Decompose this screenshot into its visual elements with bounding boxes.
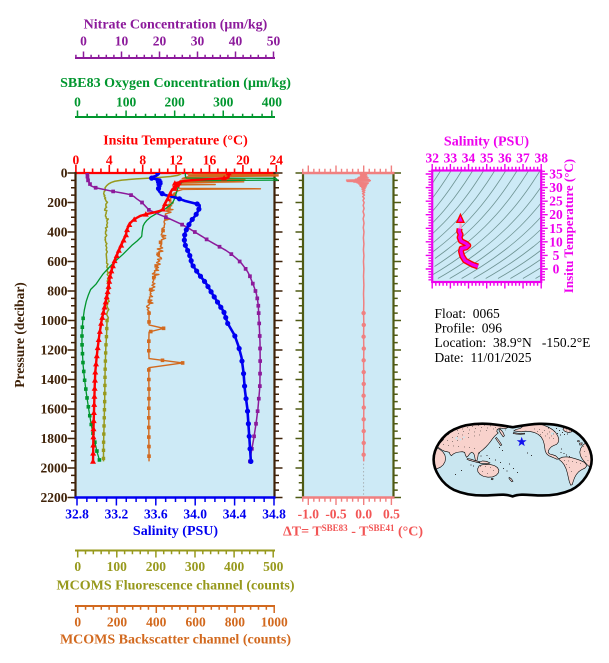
svg-text:24: 24 — [270, 153, 284, 168]
svg-text:37: 37 — [516, 151, 530, 166]
svg-text:Date: 11/01/2025: Date: 11/01/2025 — [435, 350, 532, 365]
svg-text:36: 36 — [498, 151, 512, 166]
svg-text:Nitrate Concentration (μm/kg): Nitrate Concentration (μm/kg) — [84, 18, 268, 33]
svg-text:ΔT= TSBE83 - TSBE41 (°C): ΔT= TSBE83 - TSBE41 (°C) — [283, 523, 423, 540]
svg-text:Salinity (PSU): Salinity (PSU) — [133, 524, 219, 539]
svg-text:32: 32 — [425, 151, 439, 166]
svg-text:35: 35 — [549, 167, 563, 182]
svg-text:0: 0 — [74, 615, 81, 630]
svg-text:33.2: 33.2 — [105, 507, 129, 522]
svg-text:0: 0 — [73, 153, 80, 168]
svg-text:Float: 0065: Float: 0065 — [435, 306, 501, 321]
svg-text:34: 34 — [462, 151, 476, 166]
svg-text:34.8: 34.8 — [262, 507, 286, 522]
svg-text:200: 200 — [47, 195, 68, 210]
svg-text:1400: 1400 — [41, 372, 68, 387]
svg-text:800: 800 — [225, 615, 246, 630]
svg-text:4: 4 — [106, 153, 113, 168]
svg-text:0: 0 — [74, 95, 81, 110]
svg-text:200: 200 — [165, 95, 186, 110]
svg-text:Profile: 096: Profile: 096 — [435, 321, 503, 336]
svg-text:30: 30 — [549, 180, 563, 195]
svg-text:25: 25 — [549, 194, 563, 209]
svg-text:1800: 1800 — [41, 431, 68, 446]
svg-text:0: 0 — [61, 166, 68, 181]
svg-text:Insitu Temperature (°C): Insitu Temperature (°C) — [561, 159, 576, 293]
svg-text:33.6: 33.6 — [144, 507, 168, 522]
svg-text:34.0: 34.0 — [183, 507, 207, 522]
svg-text:400: 400 — [47, 225, 68, 240]
svg-text:15: 15 — [549, 221, 563, 236]
svg-text:20: 20 — [153, 34, 167, 49]
svg-text:300: 300 — [213, 95, 234, 110]
svg-text:-1.0: -1.0 — [298, 507, 320, 522]
svg-text:2200: 2200 — [41, 490, 68, 505]
svg-text:MCOMS Fluorescence channel (co: MCOMS Fluorescence channel (counts) — [56, 579, 294, 594]
svg-text:600: 600 — [185, 615, 206, 630]
svg-text:16: 16 — [203, 153, 217, 168]
svg-text:400: 400 — [146, 615, 167, 630]
svg-text:35: 35 — [480, 151, 494, 166]
svg-text:0.5: 0.5 — [383, 507, 400, 522]
svg-text:40: 40 — [229, 34, 243, 49]
svg-text:200: 200 — [107, 615, 128, 630]
svg-text:12: 12 — [169, 153, 183, 168]
svg-text:1000: 1000 — [261, 615, 288, 630]
svg-text:600: 600 — [47, 254, 68, 269]
svg-text:200: 200 — [146, 559, 167, 574]
svg-text:20: 20 — [236, 153, 250, 168]
svg-text:10: 10 — [549, 234, 563, 249]
svg-text:500: 500 — [263, 559, 284, 574]
svg-text:400: 400 — [262, 95, 283, 110]
svg-text:800: 800 — [47, 284, 68, 299]
svg-text:2000: 2000 — [41, 461, 68, 476]
svg-text:38: 38 — [534, 151, 548, 166]
svg-text:32.8: 32.8 — [65, 507, 89, 522]
svg-text:100: 100 — [107, 559, 128, 574]
svg-text:300: 300 — [185, 559, 206, 574]
svg-text:34.4: 34.4 — [223, 507, 247, 522]
svg-text:1000: 1000 — [41, 313, 68, 328]
svg-text:400: 400 — [224, 559, 245, 574]
svg-text:0: 0 — [553, 262, 560, 277]
svg-text:33: 33 — [444, 151, 458, 166]
svg-text:100: 100 — [116, 95, 137, 110]
svg-text:-0.5: -0.5 — [325, 507, 347, 522]
svg-text:0: 0 — [80, 34, 87, 49]
svg-text:50: 50 — [267, 34, 281, 49]
svg-text:5: 5 — [553, 248, 560, 263]
svg-text:30: 30 — [191, 34, 205, 49]
svg-text:MCOMS Backscatter channel (cou: MCOMS Backscatter channel (counts) — [60, 633, 291, 648]
svg-text:0.0: 0.0 — [355, 507, 372, 522]
svg-text:0: 0 — [74, 559, 81, 574]
svg-text:SBE83 Oxygen Concentration (μm: SBE83 Oxygen Concentration (μm/kg) — [60, 76, 291, 91]
svg-text:Salinity (PSU): Salinity (PSU) — [444, 135, 530, 150]
svg-text:Pressure (decibar): Pressure (decibar) — [12, 282, 27, 388]
svg-text:1600: 1600 — [41, 402, 68, 417]
svg-text:10: 10 — [115, 34, 129, 49]
svg-text:Location: 38.9°N -150.2°E: Location: 38.9°N -150.2°E — [435, 335, 591, 350]
svg-text:8: 8 — [139, 153, 146, 168]
svg-text:1200: 1200 — [41, 343, 68, 358]
svg-text:Insitu Temperature (°C): Insitu Temperature (°C) — [103, 134, 248, 149]
svg-text:20: 20 — [549, 207, 563, 222]
